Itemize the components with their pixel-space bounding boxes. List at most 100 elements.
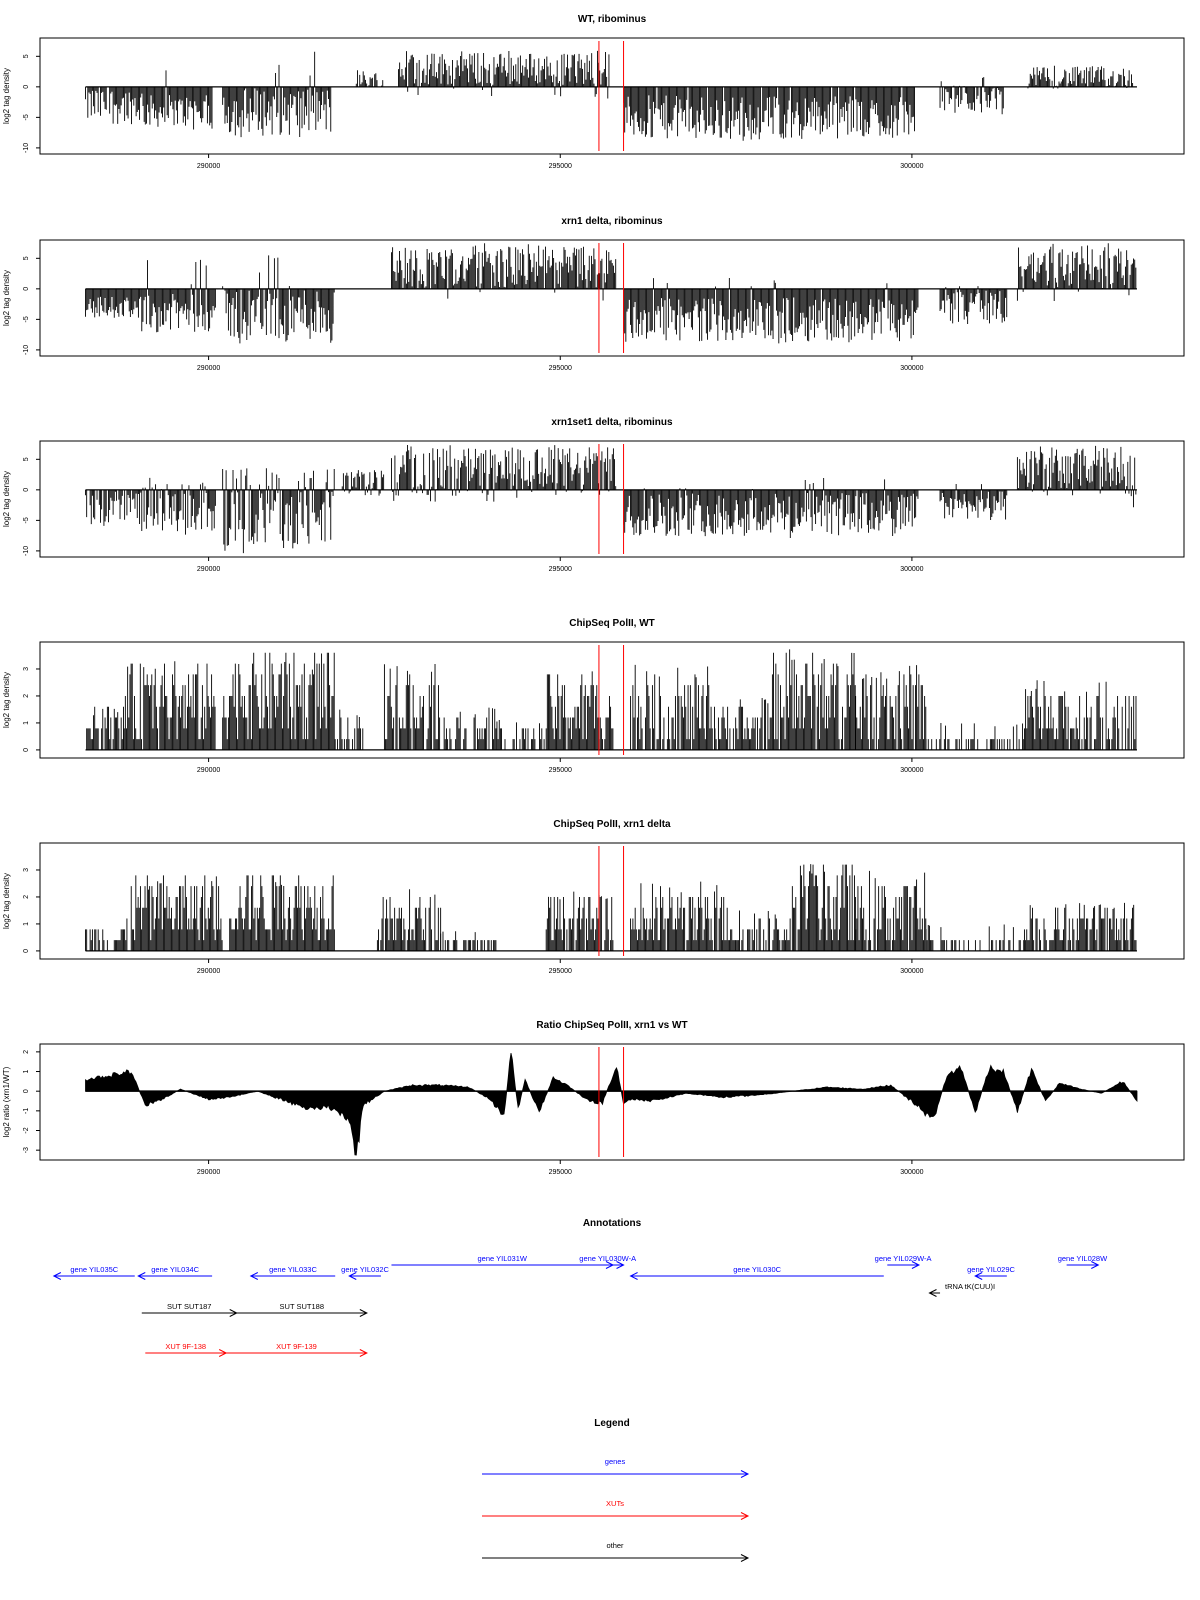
- feature-label: SUT SUT187: [167, 1302, 211, 1311]
- feature-label: gene YIL032C: [341, 1265, 389, 1274]
- x-tick-label: 295000: [549, 365, 572, 372]
- bar-segment: [714, 697, 771, 750]
- feature-label: gene YIL031W: [477, 1254, 527, 1263]
- y-tick-label: 2: [23, 694, 30, 698]
- legend-items: genes XUTs other: [482, 1457, 750, 1562]
- arrowhead: [359, 1349, 368, 1357]
- bar-segment: [1023, 902, 1137, 951]
- annotation-feature: gene YIL028W: [1058, 1254, 1108, 1269]
- annotation-feature: gene YIL030C: [629, 1265, 884, 1280]
- y-tick-label: 0: [23, 488, 30, 492]
- bar-segment: [1027, 65, 1134, 89]
- chart-panel-3: xrn1set1 delta, ribominus log2 tag densit…: [2, 417, 1185, 573]
- bar-segment: [770, 649, 856, 750]
- arrowhead: [740, 1470, 750, 1478]
- data-bars: [85, 864, 1137, 951]
- bar-segment: [545, 671, 614, 750]
- feature-label: gene YIL034C: [151, 1265, 199, 1274]
- chart-panel-1: WT, ribominus log2 tag density 5 0 -5 -10 2900…: [2, 14, 1185, 170]
- bar-segment: [85, 288, 142, 318]
- feature-label: gene YIL029W-A: [875, 1254, 932, 1263]
- y-axis-label: log2 tag density: [2, 68, 11, 124]
- y-tick-label: 0: [23, 949, 30, 953]
- y-tick-label: 0: [23, 85, 30, 89]
- plot-frame: [39, 37, 1185, 155]
- bar-segment: [1016, 445, 1137, 508]
- plot-frame: [39, 239, 1185, 357]
- x-tick-label: 290000: [197, 1169, 220, 1176]
- feature-label: SUT SUT188: [280, 1302, 324, 1311]
- y-tick-label: 1: [23, 1069, 30, 1073]
- x-tick-label: 300000: [900, 566, 923, 573]
- data-bars: [85, 243, 1137, 344]
- arrowhead: [1091, 1261, 1100, 1269]
- bar-segment: [855, 870, 927, 951]
- bar-segment: [355, 70, 384, 87]
- y-tick-label: -5: [23, 114, 30, 120]
- y-tick-label: -5: [23, 316, 30, 322]
- annotation-feature: gene YIL029W-A: [875, 1254, 932, 1269]
- y-tick-label: 5: [23, 457, 30, 461]
- y-axis-label: log2 tag density: [2, 471, 11, 527]
- plot-frame: [39, 1043, 1185, 1161]
- bar-segment: [443, 707, 497, 750]
- plot-frame: [39, 842, 1185, 960]
- annotation-feature: tRNA tK(CUU)I: [928, 1282, 995, 1297]
- y-tick-label: -1: [23, 1108, 30, 1114]
- y-tick-label: 0: [23, 748, 30, 752]
- y-tick-label: -5: [23, 517, 30, 523]
- bar-segment: [85, 918, 128, 951]
- annotation-feature: gene YIL032C: [341, 1265, 390, 1280]
- annotation-feature: SUT SUT188: [236, 1302, 368, 1317]
- feature-label: gene YIL030W-A: [579, 1254, 636, 1263]
- x-tick-label: 300000: [900, 365, 923, 372]
- x-tick-label: 295000: [549, 968, 572, 975]
- chart-panel-5: ChipSeq PolII, xrn1 delta log2 tag densit…: [2, 819, 1185, 975]
- bar-segment: [939, 484, 1008, 521]
- bar-segment: [85, 86, 145, 125]
- arrowhead: [249, 1272, 259, 1280]
- x-tick-label: 300000: [900, 767, 923, 774]
- legend-item: other: [482, 1541, 750, 1562]
- bar-segment: [496, 720, 545, 750]
- feature-label: XUT 9F-138: [165, 1342, 206, 1351]
- legend-item: genes: [482, 1457, 750, 1478]
- bar-segment: [222, 468, 335, 554]
- bar-segment: [144, 70, 213, 130]
- bar-segment: [1023, 680, 1137, 750]
- feature-label: gene YIL030C: [733, 1265, 781, 1274]
- arrowhead: [137, 1272, 146, 1280]
- chart-title: ChipSeq PolII, xrn1 delta: [553, 819, 671, 830]
- bar-segment: [123, 661, 216, 750]
- y-tick-label: 1: [23, 922, 30, 926]
- bar-segment: [398, 50, 610, 99]
- bar-segment: [391, 243, 617, 301]
- legend: Legend genes XUTs other: [482, 1418, 750, 1562]
- arrowhead: [616, 1261, 625, 1269]
- feature-label: gene YIL035C: [70, 1265, 118, 1274]
- x-tick-label: 290000: [197, 968, 220, 975]
- plot-frame: [39, 440, 1185, 558]
- bar-segment: [341, 470, 385, 496]
- bar-segment: [130, 875, 223, 951]
- bar-segment: [391, 444, 617, 502]
- bar-segment: [440, 931, 497, 951]
- bar-segment: [939, 77, 1004, 115]
- chart-title: ChipSeq PolII, WT: [569, 618, 655, 629]
- y-tick-label: 5: [23, 54, 30, 58]
- x-tick-label: 290000: [197, 566, 220, 573]
- y-axis-label: log2 ratio (xrn1/WT): [2, 1066, 11, 1137]
- x-tick-label: 295000: [549, 566, 572, 573]
- y-tick-label: -2: [23, 1127, 30, 1133]
- annotation-items: gene YIL035C gene YIL034C gene YIL033C gene…: [52, 1254, 1108, 1357]
- feature-label: tRNA tK(CUU)I: [945, 1282, 995, 1291]
- arrowhead: [740, 1554, 750, 1562]
- annotation-feature: gene YIL029C: [967, 1265, 1016, 1280]
- y-tick-label: 5: [23, 256, 30, 260]
- y-tick-label: 2: [23, 895, 30, 899]
- y-tick-label: -10: [23, 345, 30, 355]
- feature-label: gene YIL033C: [269, 1265, 317, 1274]
- chart-title: Ratio ChipSeq PolII, xrn1 vs WT: [536, 1020, 687, 1031]
- bar-segment: [791, 864, 857, 951]
- chart-panel-4: ChipSeq PolII, WT log2 tag density 0 1 2 3 290…: [2, 618, 1185, 774]
